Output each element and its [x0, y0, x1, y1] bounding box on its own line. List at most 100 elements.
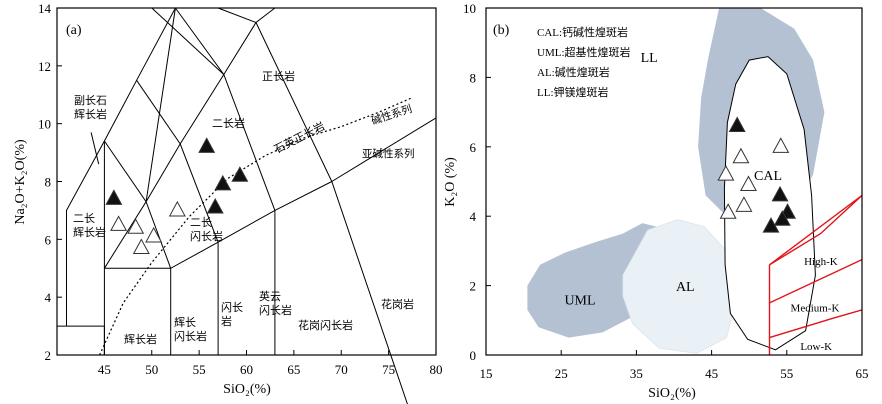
a-ytick-label: 4	[45, 290, 52, 305]
b-point-s1-5	[719, 203, 737, 219]
a-ytick-label: 14	[38, 1, 52, 16]
b-ytick-label: 8	[470, 70, 477, 85]
b-k-line-upper	[769, 194, 862, 266]
b-ytick-label: 6	[470, 140, 477, 155]
panel-b-xlabel: SiO₂(%)	[648, 386, 696, 401]
b-xtick-label: 35	[630, 366, 643, 381]
b-ytick-label: 4	[470, 209, 477, 224]
panel-a-data-points	[105, 137, 249, 255]
a-field-jianxing: 碱性系列	[370, 102, 414, 127]
a-xtick-label: 50	[145, 362, 158, 377]
panel-b-label: (b)	[493, 23, 510, 38]
b-point-s1-0	[772, 137, 790, 153]
b-label-UML: UML	[564, 294, 595, 309]
panel-a-field-boundaries	[57, 7, 437, 404]
a-point-s0-0	[105, 189, 123, 205]
a-boundary-0	[66, 7, 176, 327]
b-legend-item-2: AL:碱性煌斑岩	[537, 65, 610, 79]
b-point-s0-0	[728, 116, 746, 133]
a-boundary-16	[145, 7, 176, 202]
panel-b-ticks: 15 25 35 45 55 65 0 2 4 6 8 10	[463, 1, 869, 381]
b-label-low-k: Low-K	[800, 341, 832, 353]
a-xtick-label: 65	[287, 362, 300, 377]
a-field-huichang: 辉长岩	[124, 332, 157, 346]
a-field-erchangshan: 二长闪长岩	[190, 216, 223, 243]
a-field-yingyun: 英云闪长岩	[259, 289, 292, 317]
panel-a-xlabel: SiO₂(%)	[223, 382, 271, 397]
a-xtick-label: 75	[382, 362, 395, 377]
a-field-erchang: 二长岩	[212, 116, 245, 130]
a-point-s0-1	[198, 137, 216, 153]
a-field-fuchang: 副长石辉长岩	[74, 94, 107, 121]
b-point-s0-1	[771, 185, 789, 202]
a-point-s0-4	[206, 197, 224, 214]
b-ytick-label: 2	[470, 279, 477, 294]
a-point-s1-2	[132, 238, 150, 255]
a-ytick-label: 12	[38, 59, 51, 74]
b-xtick-label: 15	[480, 366, 493, 381]
a-boundary-14	[217, 7, 257, 23]
b-point-s1-4	[735, 196, 753, 212]
b-legend-item-1: UML:超基性煌斑岩	[537, 45, 631, 59]
a-xtick-label: 70	[335, 362, 348, 377]
b-label-medium-k: Medium-K	[791, 303, 840, 315]
panel-b-lamprophyre-diagram: 15 25 35 45 55 65 0 2 4 6 8 10 LL CAL AL UML High-K Medi…	[443, 1, 869, 401]
panel-b-ylabel: K₂O (%)	[443, 157, 458, 207]
a-field-yajian: 亚碱性系列	[362, 147, 415, 160]
b-k-line-2	[769, 258, 862, 304]
panel-b-frame	[485, 7, 863, 356]
b-point-s0-3	[773, 210, 791, 226]
a-xtick-label: 80	[430, 362, 443, 377]
a-xtick-label: 55	[193, 362, 206, 377]
a-field-huagang: 花岗岩	[381, 297, 414, 311]
a-boundary-7	[255, 22, 333, 182]
a-boundary-15	[331, 117, 437, 182]
b-ytick-label: 0	[470, 348, 477, 363]
panel-b-data-points	[717, 116, 797, 233]
a-xtick-label: 60	[240, 362, 253, 377]
b-xtick-label: 55	[780, 366, 793, 381]
a-boundary-13	[151, 7, 225, 75]
b-point-s0-4	[762, 217, 780, 233]
b-legend-item-0: CAL:钙碱性煌斑岩	[537, 25, 628, 39]
b-k-line-1	[769, 194, 862, 266]
panel-a-ylabel: Na₂O+K₂O(%)	[13, 139, 28, 225]
a-ytick-label: 2	[45, 348, 52, 363]
b-label-high-k: High-K	[804, 256, 838, 268]
panel-a-label: (a)	[66, 23, 82, 38]
a-boundary-5	[136, 80, 219, 243]
panel-a-ticks: 45 50 55 60 65 70 75 80 2 4 6 8 10 12 14	[38, 1, 443, 377]
panel-b-fields	[527, 8, 862, 355]
a-field-shiying: 石英正长岩	[272, 119, 327, 156]
b-point-s1-3	[739, 175, 757, 191]
a-point-s0-2	[214, 174, 232, 191]
a-label-pointer	[90, 132, 100, 165]
a-point-s1-0	[110, 215, 128, 231]
panel-b-field-labels: LL CAL AL UML High-K Medium-K Low-K	[564, 51, 839, 353]
a-ytick-label: 10	[38, 117, 51, 132]
b-point-s1-2	[717, 165, 735, 181]
b-xtick-label: 65	[856, 366, 869, 381]
a-xtick-label: 45	[98, 362, 111, 377]
a-alkaline-divide	[99, 97, 413, 356]
b-k-line-3	[769, 309, 862, 339]
a-point-s1-1	[127, 218, 145, 234]
a-field-huagangshan: 花岗闪长岩	[298, 318, 353, 332]
a-field-zhengchang: 正长岩	[262, 69, 295, 83]
b-label-CAL: CAL	[754, 169, 782, 184]
b-xtick-label: 45	[705, 366, 718, 381]
b-point-s1-1	[732, 147, 750, 164]
panel-b-legend: CAL:钙碱性煌斑岩 UML:超基性煌斑岩 AL:碱性煌斑岩 LL:钾镁煌斑岩	[537, 25, 631, 99]
a-ytick-label: 6	[45, 232, 52, 247]
b-xtick-label: 25	[555, 366, 568, 381]
a-point-s1-3	[145, 226, 163, 243]
a-point-s0-3	[231, 166, 249, 182]
a-field-shanchang: 闪长岩	[221, 300, 243, 328]
b-legend-item-3: LL:钾镁煌斑岩	[537, 85, 609, 99]
b-label-AL: AL	[676, 280, 695, 295]
b-ytick-label: 10	[463, 1, 476, 16]
b-label-LL: LL	[641, 51, 658, 66]
